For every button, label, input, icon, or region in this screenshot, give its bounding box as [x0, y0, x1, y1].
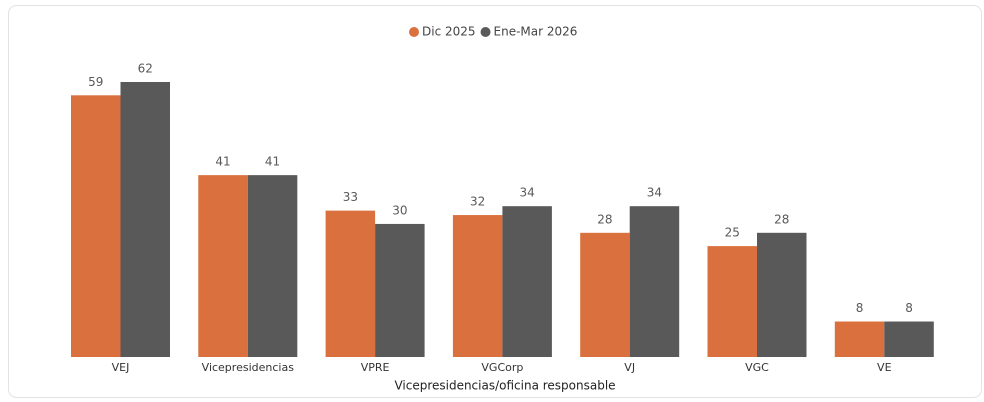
x-tick-label: VE — [877, 361, 892, 374]
legend-label: Dic 2025 — [422, 25, 476, 39]
bar — [452, 215, 503, 357]
data-label: 8 — [856, 301, 864, 315]
x-tick-label: VJ — [624, 361, 635, 374]
x-axis-title: Vicepresidencias/oficina responsable — [394, 379, 615, 393]
data-label: 25 — [725, 226, 740, 240]
bar — [120, 82, 170, 357]
x-tick-label: VEJ — [112, 361, 130, 374]
bar — [502, 206, 552, 357]
bar — [198, 175, 248, 357]
legend: Dic 2025 Ene-Mar 2026 — [409, 25, 577, 39]
data-label: 59 — [88, 75, 103, 89]
bar — [71, 95, 121, 357]
legend-label: Ene-Mar 2026 — [494, 25, 578, 39]
bar — [580, 232, 630, 357]
data-label: 30 — [392, 203, 407, 217]
bar — [375, 223, 425, 357]
x-tick-label: VGC — [745, 361, 769, 374]
x-tick-label: VPRE — [361, 361, 390, 374]
data-label: 34 — [520, 186, 535, 200]
bar — [325, 210, 376, 357]
bar — [834, 321, 885, 357]
data-label: 41 — [265, 155, 280, 169]
legend-swatch — [480, 27, 491, 37]
bar — [757, 232, 807, 357]
data-label: 28 — [597, 212, 612, 226]
data-label: 32 — [470, 195, 485, 209]
bar — [247, 175, 298, 357]
bar — [707, 246, 757, 357]
bar — [884, 321, 934, 357]
data-label: 41 — [215, 155, 230, 169]
legend-swatch — [409, 27, 419, 37]
data-label: 33 — [343, 190, 358, 204]
x-tick-label: Vicepresidencias — [202, 361, 295, 374]
data-label: 34 — [647, 186, 662, 200]
x-tick-label: VGCorp — [481, 361, 523, 374]
data-label: 8 — [905, 301, 913, 315]
data-label: 28 — [774, 212, 789, 226]
data-label: 62 — [138, 62, 153, 76]
bar — [629, 206, 680, 357]
